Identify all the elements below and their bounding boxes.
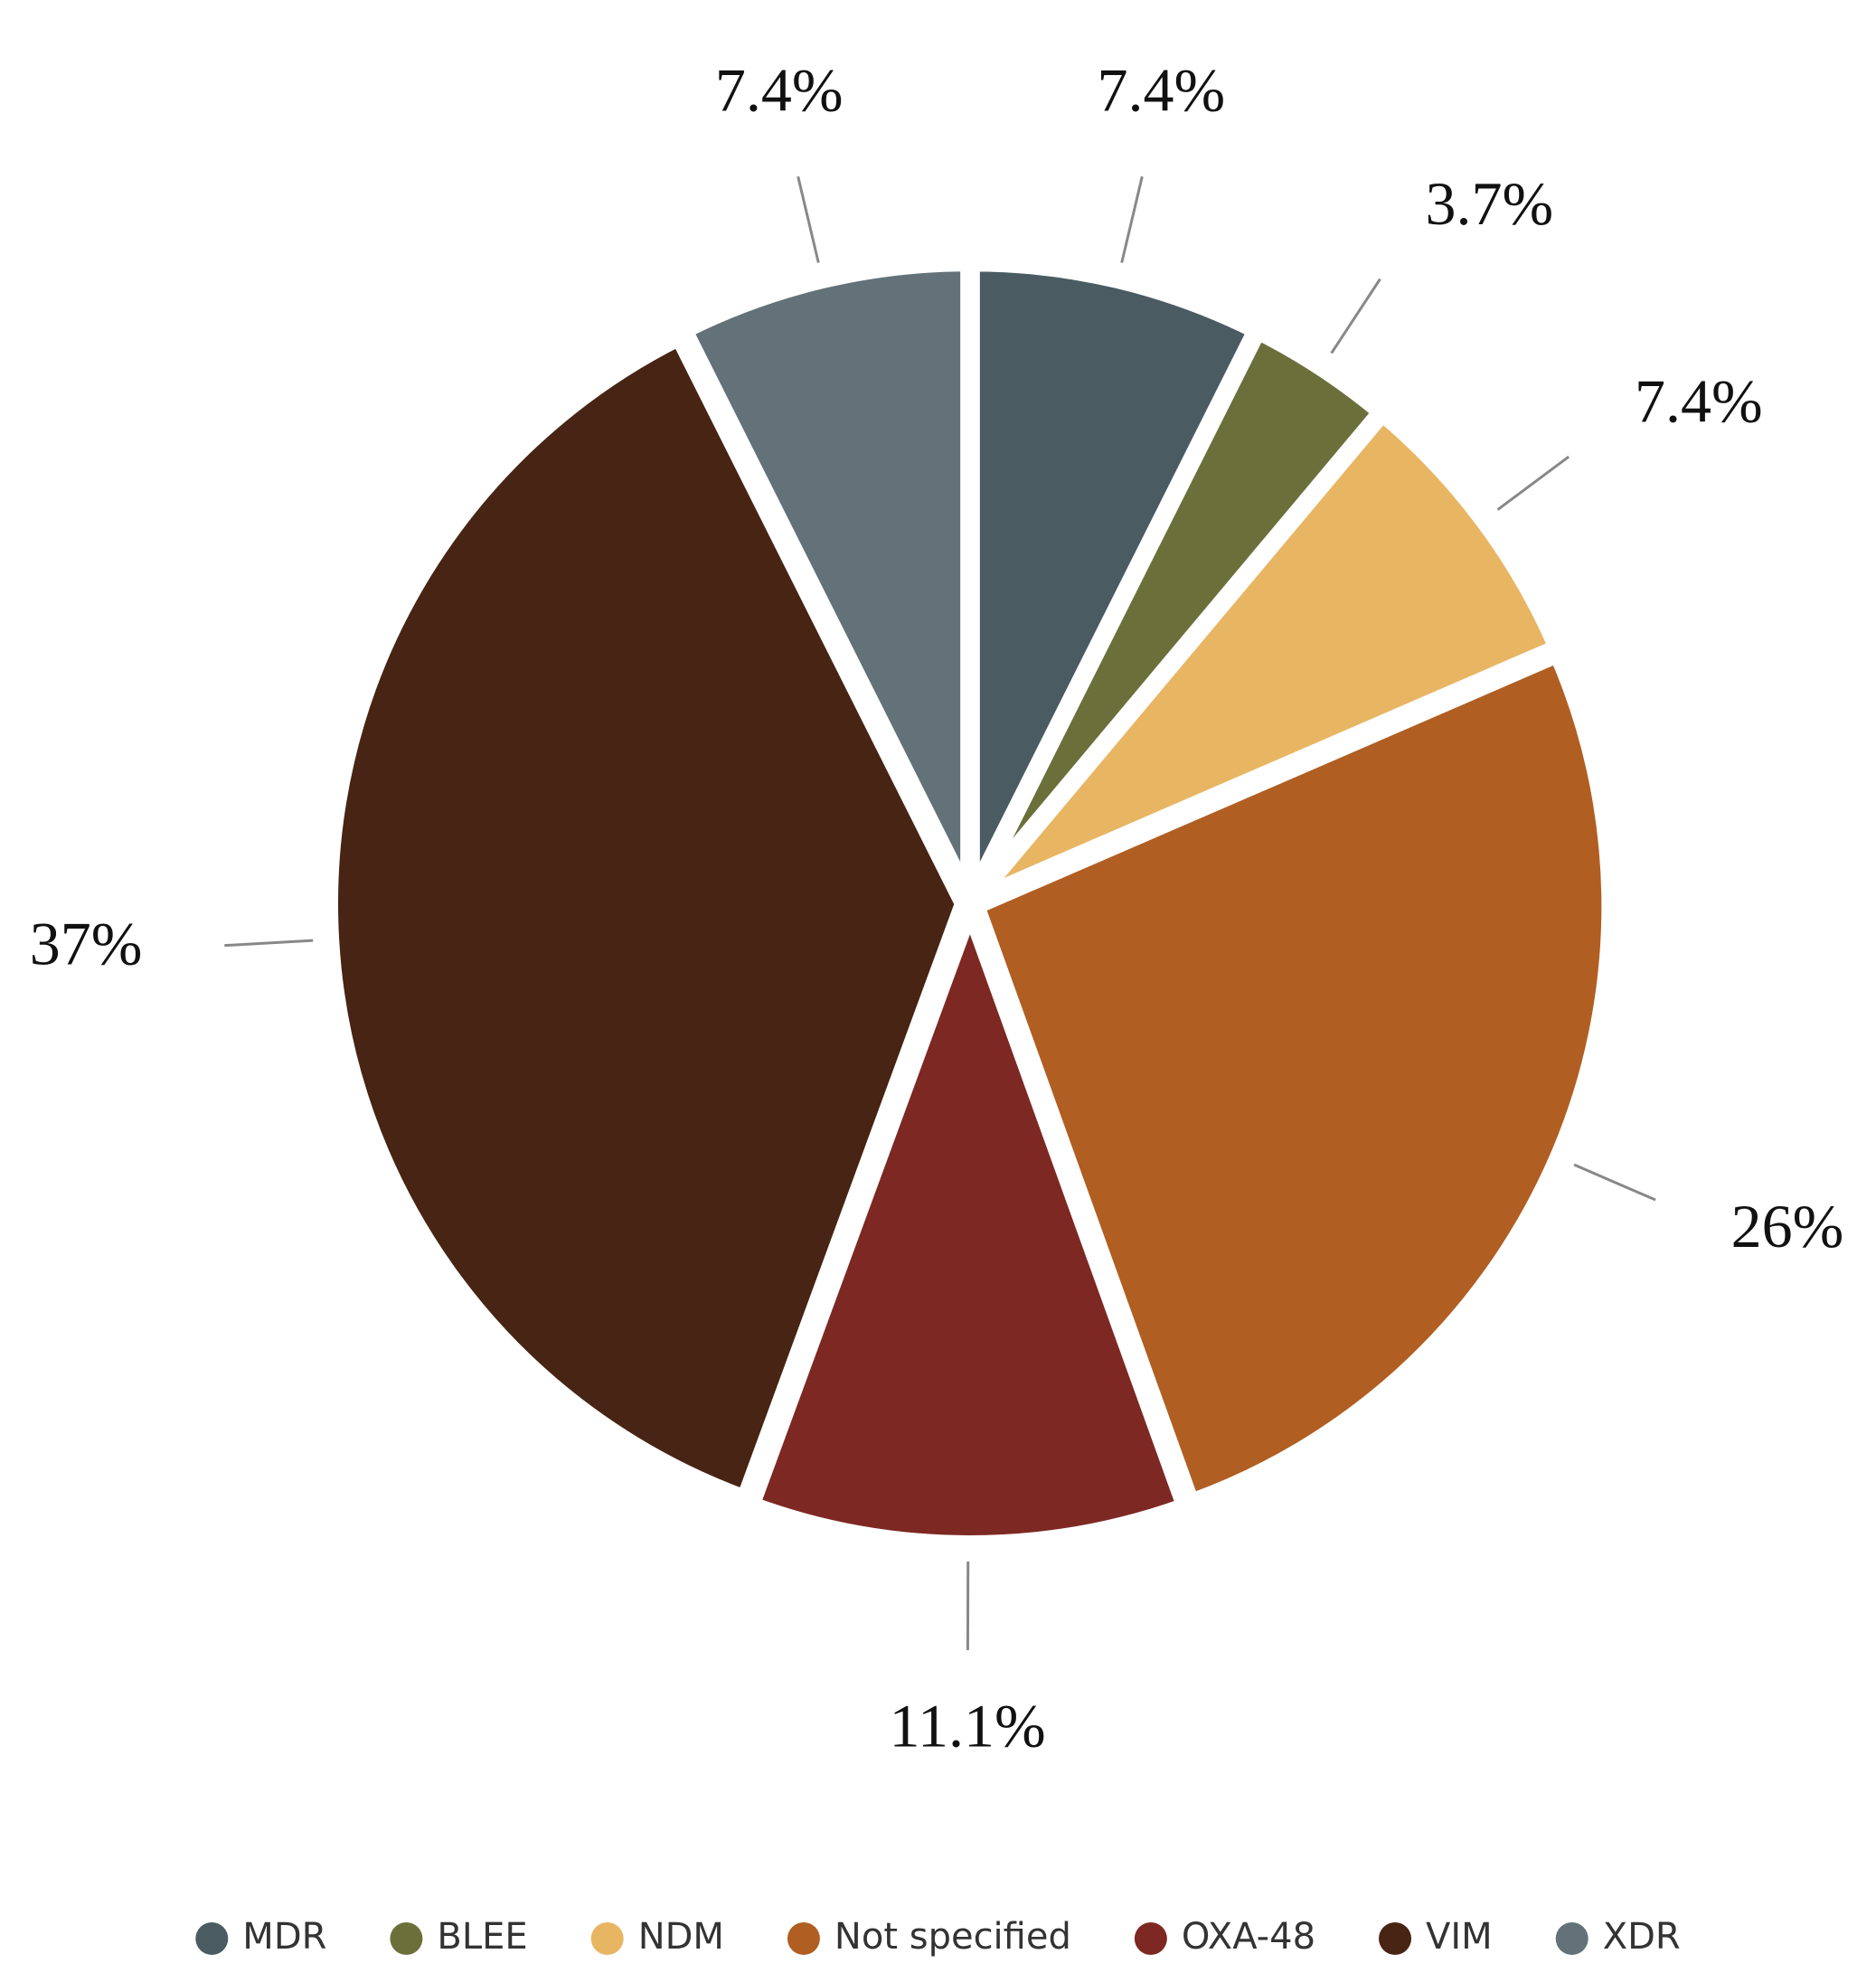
legend-marker bbox=[1379, 1922, 1412, 1955]
legend-label: Not specified bbox=[834, 1916, 1071, 1958]
pie-slice bbox=[963, 255, 1267, 901]
leader-line bbox=[797, 175, 820, 263]
legend-label: NDM bbox=[638, 1916, 724, 1958]
pie-slice bbox=[322, 326, 972, 1509]
legend-label: OXA-48 bbox=[1182, 1916, 1315, 1958]
data-label: 3.7% bbox=[1425, 169, 1553, 238]
leader-line bbox=[224, 939, 314, 948]
legend: MDR BLEE NDM Not specified OXA-48 VIM XDR bbox=[195, 1916, 1681, 1958]
legend-marker bbox=[1134, 1922, 1167, 1955]
pie-slice bbox=[674, 255, 977, 901]
legend-label: XDR bbox=[1603, 1916, 1681, 1958]
leader-line bbox=[1120, 175, 1144, 263]
legend-label: BLEE bbox=[437, 1916, 527, 1958]
legend-marker bbox=[390, 1922, 423, 1955]
pie-slice bbox=[966, 644, 1618, 1513]
leader-line bbox=[1496, 455, 1570, 511]
legend-marker bbox=[590, 1922, 624, 1955]
data-label: 7.4% bbox=[1097, 55, 1225, 124]
pie-slice bbox=[741, 886, 1195, 1552]
legend-label: MDR bbox=[242, 1916, 326, 1958]
legend-marker bbox=[1555, 1922, 1588, 1955]
data-label: 7.4% bbox=[715, 55, 844, 124]
data-label: 11.1% bbox=[890, 1692, 1046, 1760]
legend-marker bbox=[195, 1922, 229, 1955]
leader-line bbox=[1330, 278, 1381, 354]
legend-marker bbox=[787, 1922, 820, 1955]
data-label: 26% bbox=[1731, 1192, 1844, 1260]
legend-label: VIM bbox=[1426, 1916, 1493, 1958]
data-label: 7.4% bbox=[1635, 366, 1763, 435]
data-label: 37% bbox=[30, 909, 143, 977]
pie-slice bbox=[969, 401, 1568, 907]
leader-line bbox=[1573, 1163, 1656, 1202]
